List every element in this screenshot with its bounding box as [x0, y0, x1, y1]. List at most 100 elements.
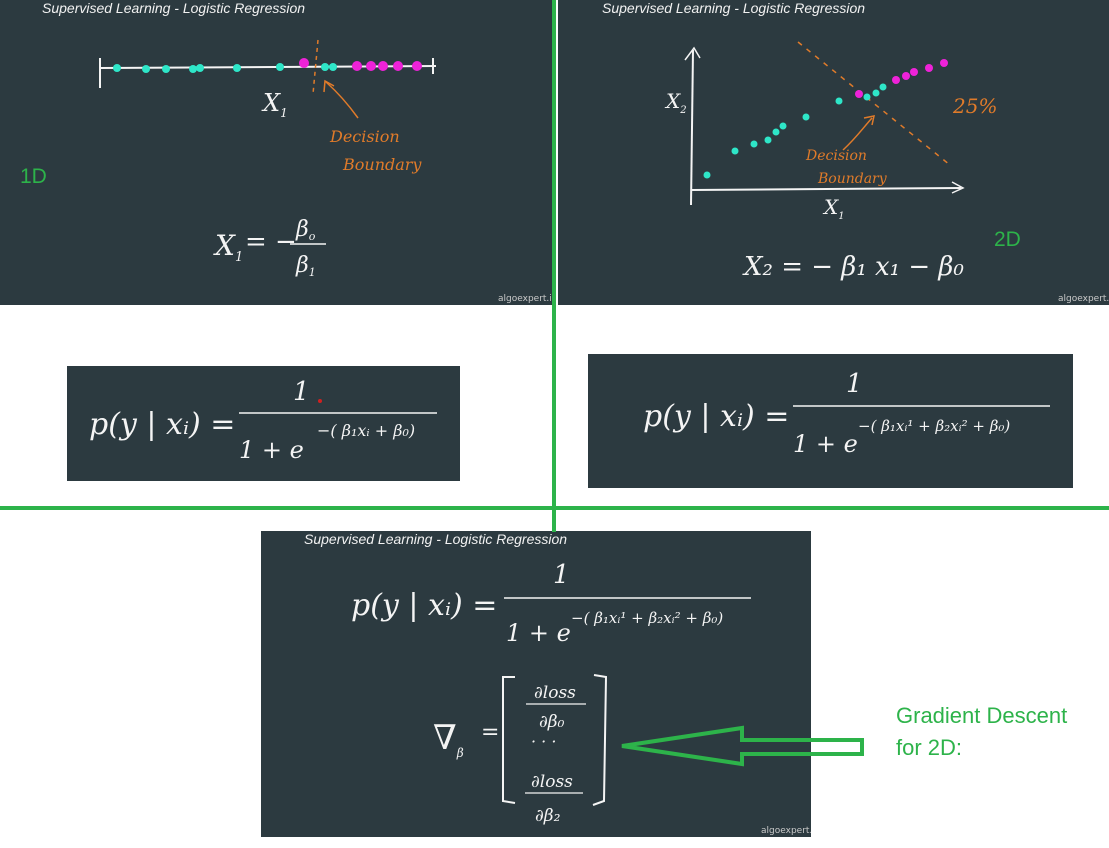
formula-den: 1 + e: [239, 436, 304, 464]
point: [412, 61, 422, 71]
axis-label: X1: [261, 89, 288, 120]
panel-title: Supervised Learning - Logistic Regressio…: [304, 531, 568, 547]
point: [162, 65, 170, 73]
point: [703, 171, 711, 179]
point: [772, 128, 780, 136]
gradient-label-line1: Gradient Descent: [896, 703, 1068, 728]
formula-num: βo: [295, 217, 316, 243]
divider-horizontal: [0, 506, 1109, 510]
points-class-a: [113, 63, 337, 73]
point: [142, 65, 150, 73]
panel-2d: Supervised Learning - Logistic Regressio…: [558, 0, 1109, 305]
pointer-dot: [318, 399, 322, 403]
point: [731, 147, 739, 155]
formula-eq: = −: [245, 227, 297, 257]
watermark: algoexpert.io: [498, 294, 552, 304]
x-axis-arrowhead: [951, 181, 965, 194]
formula-exp: −( β₁xᵢ + β₀): [317, 421, 415, 440]
points-class-a: [703, 83, 887, 179]
point: [779, 122, 787, 130]
gradient-label-line2: for 2D:: [896, 735, 963, 760]
boundary-label-1: Decision: [805, 148, 867, 164]
point: [835, 97, 843, 105]
watermark: algoexpert.io: [761, 826, 811, 836]
point: [902, 72, 910, 80]
y-axis-label: X2: [664, 89, 687, 116]
point: [879, 83, 887, 91]
point: [393, 61, 403, 71]
left-bracket: [502, 676, 516, 804]
decision-boundary: [797, 41, 951, 166]
point: [352, 61, 362, 71]
x-axis-label: X1: [822, 195, 845, 222]
formula-2d-prob: p(y | xᵢ) = 1 1 + e −( β₁xᵢ¹ + β₂xᵢ² + β…: [643, 369, 1050, 458]
grad-top-den: ∂β₀: [539, 712, 565, 732]
point: [855, 90, 863, 98]
grad-equals: =: [481, 720, 499, 745]
point: [910, 68, 918, 76]
grad-bot-den: ∂β₂: [535, 806, 561, 826]
formula-exp: −( β₁xᵢ¹ + β₂xᵢ² + β₀): [858, 417, 1010, 435]
point: [276, 63, 284, 71]
point: [863, 93, 871, 101]
grad-dots: · · ·: [531, 732, 556, 751]
formula-den: 1 + e: [506, 619, 571, 647]
boundary-arrow: [842, 117, 873, 151]
points-class-b: [299, 58, 422, 71]
point: [940, 59, 948, 67]
y-axis-arrowhead: [684, 46, 701, 61]
formula-num: 1: [293, 377, 310, 407]
formula-num: 1: [553, 560, 570, 590]
point: [321, 63, 329, 71]
gradient-formulas: p(y | xᵢ) = 1 1 + e −( β₁xᵢ¹ + β₂xᵢ² + β…: [351, 560, 751, 826]
panel-gradient: Supervised Learning - Logistic Regressio…: [261, 531, 811, 837]
point: [196, 64, 204, 72]
right-bracket: [592, 674, 608, 806]
formula-box-1d: p(y | xᵢ) = 1 1 + e −( β₁xᵢ + β₀): [67, 366, 460, 481]
point: [366, 61, 376, 71]
grad-symbol: ∇β: [433, 718, 464, 760]
x-axis: [690, 187, 962, 191]
panel-title: Supervised Learning - Logistic Regressio…: [602, 0, 866, 16]
label-2d: 2D: [994, 228, 1021, 251]
percent-label: 25%: [952, 94, 997, 118]
point: [113, 64, 121, 72]
formula-lhs: p(y | xᵢ) =: [643, 399, 789, 434]
point: [925, 64, 933, 72]
grad-bot-num: ∂loss: [531, 772, 573, 792]
boundary-arrowhead: [323, 79, 335, 93]
point: [233, 64, 241, 72]
grad-top-num: ∂loss: [534, 683, 576, 703]
point: [750, 140, 758, 148]
points-class-b: [855, 59, 948, 98]
panel-title: Supervised Learning - Logistic Regressio…: [42, 0, 306, 16]
watermark: algoexpert.io: [1058, 294, 1109, 304]
boundary-label-2: Boundary: [817, 171, 888, 187]
boundary-label-1: Decision: [329, 127, 400, 146]
boundary-arrowhead: [863, 115, 875, 126]
point: [892, 76, 900, 84]
label-1d: 1D: [20, 165, 47, 188]
formula-1d: p(y | xᵢ) = 1 1 + e −( β₁xᵢ + β₀): [89, 377, 437, 464]
formula-lhs: X1: [213, 229, 243, 265]
divider-vertical: [552, 0, 556, 532]
formula-lhs: p(y | xᵢ) =: [351, 588, 497, 623]
formula-lhs: p(y | xᵢ) =: [89, 407, 235, 442]
point: [378, 61, 388, 71]
boundary-label-2: Boundary: [342, 155, 422, 174]
point: [329, 63, 337, 71]
formula-den: β1: [295, 253, 316, 279]
formula-num: 1: [846, 369, 863, 399]
panel-1d: Supervised Learning - Logistic Regressio…: [0, 0, 552, 305]
point: [189, 65, 197, 73]
formula-2d: X₂ = − β₁ x₁ − β₀: [742, 252, 964, 282]
formula-exp: −( β₁xᵢ¹ + β₂xᵢ² + β₀): [571, 609, 723, 627]
point: [802, 113, 810, 121]
plot-1d: X1 Decision Boundary X1 = − βo β1: [99, 39, 437, 279]
formula-den: 1 + e: [793, 430, 858, 458]
plot-2d: X2 X1 25% Decision Bounda: [664, 41, 997, 282]
point: [299, 58, 309, 68]
point: [872, 89, 880, 97]
formula-box-2d: p(y | xᵢ) = 1 1 + e −( β₁xᵢ¹ + β₂xᵢ² + β…: [588, 354, 1073, 488]
point: [764, 136, 772, 144]
